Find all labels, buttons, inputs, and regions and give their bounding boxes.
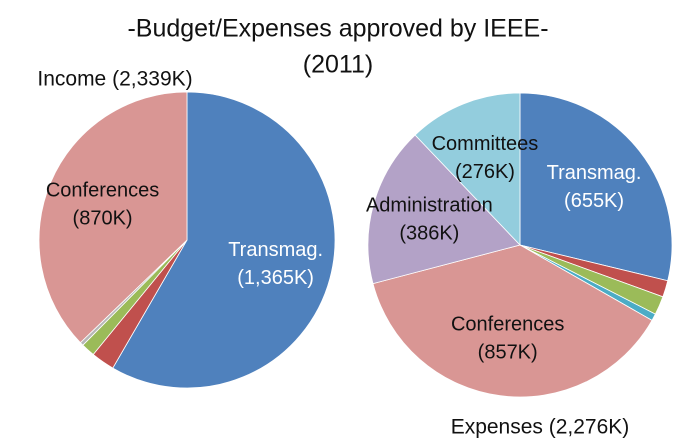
chart-title: (2011) (303, 51, 373, 79)
slice-label: Transmag. (547, 162, 642, 184)
slice-value-label: (655K) (564, 190, 624, 212)
slice-value-label: (1,365K) (237, 267, 314, 289)
pie-caption: Income (2,339K) (37, 68, 192, 91)
pie-slice (414, 92, 521, 246)
pie-slice (38, 91, 188, 344)
slice-value-label: (857K) (478, 342, 538, 364)
pie-slice (519, 92, 673, 282)
pie-caption: Expenses (2,276K) (451, 416, 630, 439)
slice-value-label: (276K) (455, 161, 515, 183)
slice-label: Conferences (46, 179, 159, 201)
pie-slice (112, 91, 336, 389)
slice-value-label: (870K) (73, 207, 133, 229)
chart-title: -Budget/Expenses approved by IEEE- (127, 15, 548, 43)
slice-value-label: (386K) (399, 223, 459, 245)
pie-slice (367, 134, 521, 285)
slice-label: Conferences (451, 314, 564, 336)
slice-label: Transmag. (228, 239, 323, 261)
slice-label: Administration (366, 195, 493, 217)
pie-slice (372, 244, 653, 398)
slice-label: Committees (432, 133, 539, 155)
